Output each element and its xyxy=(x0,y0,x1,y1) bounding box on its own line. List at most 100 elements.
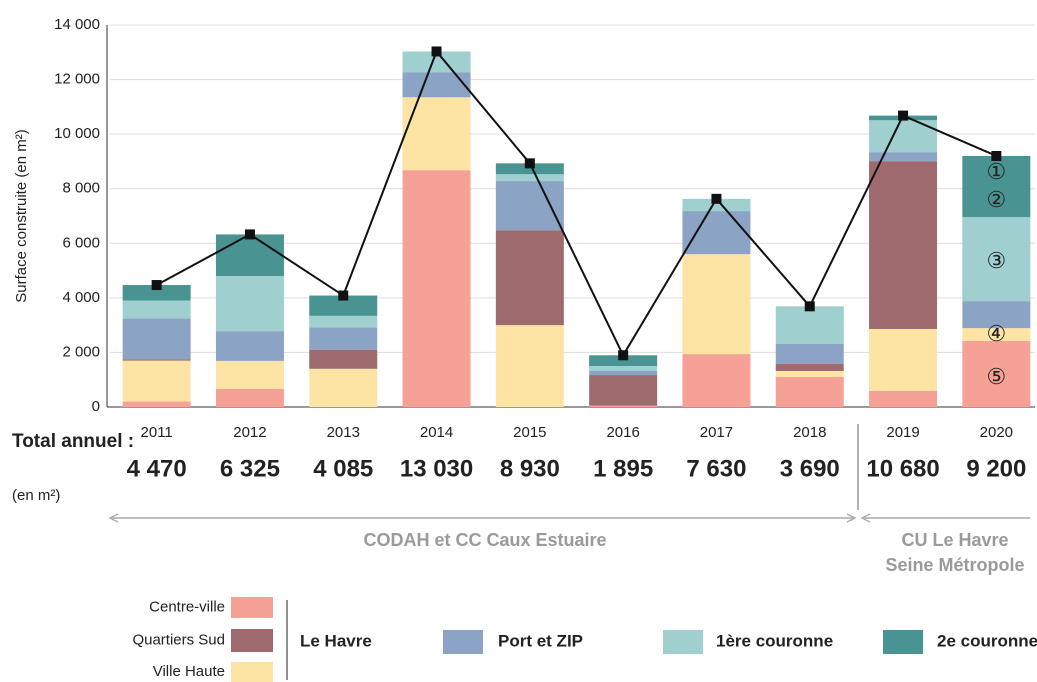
total-marker xyxy=(524,158,535,169)
total-value: 4 470 xyxy=(127,455,187,482)
annotation: ⑤ xyxy=(986,364,1006,389)
bar-segment xyxy=(122,300,191,319)
bar-segment xyxy=(775,370,844,377)
bar-segment xyxy=(589,355,658,367)
bar-segment xyxy=(682,254,751,355)
bar-segment xyxy=(962,340,1031,407)
total-marker xyxy=(711,193,722,204)
bar-segment xyxy=(775,306,844,344)
bar-segment xyxy=(682,211,751,255)
bar-segment xyxy=(402,97,471,171)
legend-swatch xyxy=(231,662,273,682)
bar-segment xyxy=(589,375,658,406)
annotation: ③ xyxy=(986,248,1006,273)
y-tick-label: 12 000 xyxy=(54,71,100,88)
bar-segment xyxy=(495,181,564,231)
bar-segment xyxy=(495,325,564,407)
legend-label: Quartiers Sud xyxy=(132,631,225,648)
x-tick-label: 2015 xyxy=(513,424,546,441)
legend-swatch xyxy=(883,630,923,654)
period-label: CODAH et CC Caux Estuaire xyxy=(363,530,606,550)
y-tick-label: 6 000 xyxy=(62,234,100,251)
y-axis-label: Surface construite (en m²) xyxy=(13,129,30,302)
period-label: CU Le Havre xyxy=(901,530,1008,550)
total-marker xyxy=(618,350,629,361)
legend-swatch xyxy=(443,630,483,654)
bar-segment xyxy=(495,174,564,182)
bar-segment xyxy=(775,376,844,407)
y-tick-label: 14 000 xyxy=(54,16,100,33)
arrow-heads xyxy=(108,513,857,523)
bar-segment xyxy=(869,161,938,329)
x-tick-label: 2020 xyxy=(980,424,1013,441)
bar-segment xyxy=(215,388,284,407)
annotation: ① xyxy=(986,159,1006,184)
total-marker xyxy=(431,46,442,57)
total-value: 1 895 xyxy=(593,455,653,482)
bar-segment xyxy=(122,401,191,407)
x-tick-label: 2012 xyxy=(233,424,266,441)
bar-segment xyxy=(402,51,471,73)
bar-segment xyxy=(309,349,378,369)
bar-segment xyxy=(589,366,658,371)
x-tick-label: 2016 xyxy=(606,424,639,441)
bar-segment xyxy=(962,217,1031,302)
period-label: Seine Métropole xyxy=(885,555,1024,575)
total-unit: (en m²) xyxy=(12,487,60,504)
y-tick-label: 8 000 xyxy=(62,180,100,197)
total-marker xyxy=(244,229,255,240)
bar-segment xyxy=(309,295,378,316)
total-line xyxy=(156,49,997,358)
bar-segment xyxy=(682,354,751,407)
legend-label: Centre-ville xyxy=(149,598,225,615)
total-marker xyxy=(991,150,1002,161)
bar-segment xyxy=(775,364,844,371)
total-marker xyxy=(338,290,349,301)
bar-segment xyxy=(589,370,658,376)
arrow-heads xyxy=(860,513,871,523)
bar-segment xyxy=(215,234,284,277)
bar-segment xyxy=(215,276,284,332)
bar-segment xyxy=(962,155,1031,218)
x-tick-label: 2014 xyxy=(420,424,453,441)
bar-segment xyxy=(495,230,564,326)
bar-segment xyxy=(122,318,191,360)
bar-segment xyxy=(122,360,191,402)
total-value: 6 325 xyxy=(220,455,280,482)
bar-segment xyxy=(495,163,564,175)
annotation: ④ xyxy=(986,321,1006,346)
total-value: 4 085 xyxy=(313,455,373,482)
total-value: 9 200 xyxy=(966,455,1026,482)
bar-segment xyxy=(215,360,284,389)
x-tick-label: 2017 xyxy=(700,424,733,441)
total-value: 10 680 xyxy=(866,455,939,482)
legend-swatch xyxy=(663,630,703,654)
total-value: 3 690 xyxy=(780,455,840,482)
legend-label: 2e couronne xyxy=(937,631,1037,650)
legend-swatch xyxy=(231,629,273,652)
total-value: 7 630 xyxy=(686,455,746,482)
total-marker xyxy=(898,110,909,121)
y-tick-label: 0 xyxy=(92,398,100,415)
bar-segment xyxy=(215,331,284,361)
legend-swatch xyxy=(231,597,273,618)
total-value: 13 030 xyxy=(400,455,473,482)
total-label: Total annuel : xyxy=(12,431,134,452)
bar-segment xyxy=(962,328,1031,341)
bar-segment xyxy=(309,327,378,350)
legend-label: Ville Haute xyxy=(153,663,225,680)
x-tick-label: 2013 xyxy=(327,424,360,441)
bar-segment xyxy=(682,198,751,212)
total-marker xyxy=(804,301,815,312)
bar-segment xyxy=(775,343,844,365)
bar-segment xyxy=(402,170,471,407)
y-tick-label: 10 000 xyxy=(54,125,100,142)
total-marker xyxy=(151,280,162,291)
bar-segment xyxy=(309,368,378,407)
bar-segment xyxy=(869,152,938,162)
bar-segment xyxy=(869,390,938,407)
bar-segment xyxy=(402,72,471,98)
bar-segment xyxy=(122,285,191,301)
bar-segment xyxy=(122,359,191,361)
